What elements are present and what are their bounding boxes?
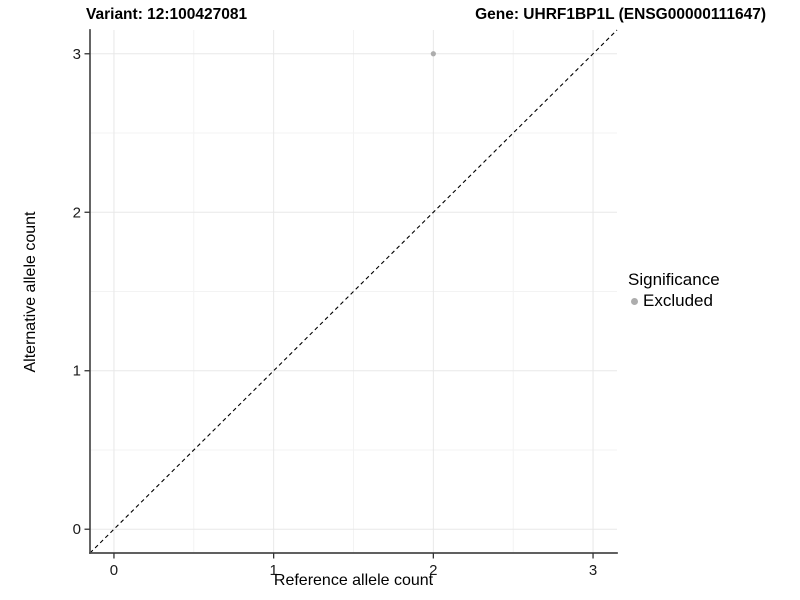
identity-reference-line	[89, 29, 618, 554]
legend-dot-icon	[631, 297, 638, 305]
legend-item-label: Excluded	[643, 291, 713, 310]
x-tick-label: 1	[269, 562, 277, 579]
legend-item-excluded: Excluded	[628, 291, 720, 311]
legend-title: Significance	[628, 270, 720, 289]
plot-title-gene: Gene: UHRF1BP1L (ENSG00000111647)	[475, 6, 766, 23]
y-axis-title: Alternative allele count	[22, 211, 39, 373]
x-tick-label: 0	[110, 562, 118, 579]
data-point	[430, 51, 436, 57]
x-tick-label: 3	[589, 562, 597, 579]
legend: Significance Excluded	[628, 270, 720, 311]
y-tick-label: 0	[73, 521, 81, 538]
x-axis-title: Reference allele count	[273, 572, 434, 589]
x-tick-label: 2	[429, 562, 437, 579]
y-tick-label: 2	[73, 204, 81, 221]
plot-title-variant: Variant: 12:100427081	[86, 6, 248, 23]
y-tick-label: 3	[73, 46, 81, 63]
y-tick-label: 1	[73, 363, 81, 380]
